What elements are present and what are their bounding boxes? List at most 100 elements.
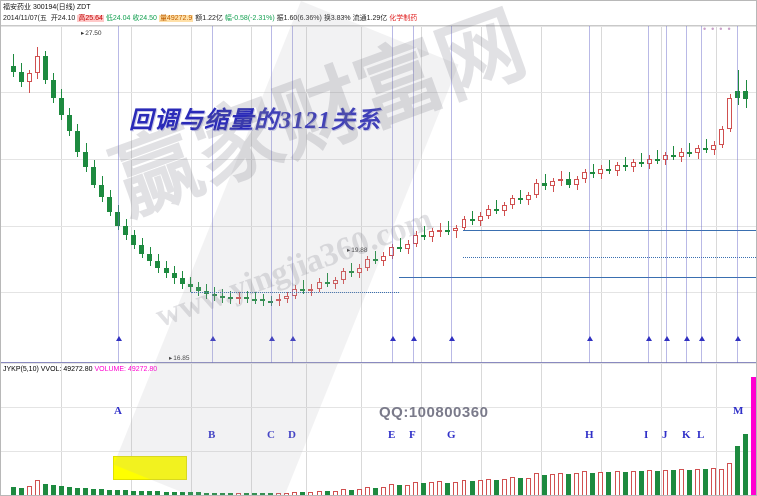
candle-wick <box>593 163 594 178</box>
marker-arrow-M <box>735 336 741 341</box>
volume-bar <box>727 462 733 495</box>
marker-label-J: J <box>662 429 668 441</box>
volume-bar <box>525 477 531 495</box>
price-gridline-v <box>251 26 252 362</box>
price-pane[interactable]: 27.50 19.88 16.85 •••• <box>1 24 756 364</box>
candle-body <box>413 234 419 244</box>
marker-vline-J <box>666 26 667 364</box>
volume-bar <box>115 489 121 495</box>
volume-bar <box>292 491 298 495</box>
support-line <box>191 292 399 293</box>
volume-bar <box>260 493 266 495</box>
candle-body <box>678 151 684 157</box>
candle-body <box>509 198 515 206</box>
candle-body <box>380 255 386 261</box>
candle-wick <box>214 287 215 301</box>
candle-body <box>171 273 177 279</box>
volume-bar <box>380 487 386 495</box>
volume-bar <box>397 485 403 495</box>
candle-wick <box>424 226 425 241</box>
price-gridline-v <box>421 26 422 362</box>
candle-body <box>525 195 531 201</box>
volume-bar <box>18 487 24 495</box>
marker-vline-B <box>212 26 213 364</box>
volume-bar <box>574 473 580 495</box>
price-label-high: 27.50 <box>81 29 101 37</box>
candle-body <box>501 205 507 211</box>
price-gridline-v <box>541 26 542 362</box>
candle-body <box>147 254 153 261</box>
volume-bar <box>469 481 475 495</box>
quote-field-7: 振1.60(6.36%) <box>276 15 322 22</box>
marker-arrow-B <box>210 336 216 341</box>
support-line <box>463 257 756 258</box>
volume-bar <box>751 377 756 495</box>
price-gridline-v <box>131 26 132 362</box>
marker-vline-H <box>589 26 590 364</box>
candle-wick <box>247 290 248 303</box>
candle-body <box>477 215 483 222</box>
candle-body <box>324 281 330 284</box>
marker-arrow-H <box>587 336 593 341</box>
price-gridline-v <box>61 26 62 362</box>
volume-bar <box>252 493 258 495</box>
candle-wick <box>375 250 376 265</box>
quote-field-8: 换3.83% <box>323 15 351 22</box>
marker-label-M: M <box>733 405 744 417</box>
candle-body <box>58 97 64 116</box>
volume-bar <box>187 492 193 495</box>
volume-pane[interactable] <box>1 363 756 495</box>
candle-body <box>340 271 346 281</box>
volume-bar <box>517 478 523 495</box>
volume-bar <box>163 491 169 495</box>
quote-field-5: 额1.22亿 <box>195 15 223 22</box>
candle-body <box>646 158 652 164</box>
marker-vline-C <box>271 26 272 364</box>
marker-arrow-F <box>411 336 417 341</box>
volume-bar <box>324 491 330 495</box>
candle-wick <box>609 160 610 175</box>
volume-gridline-v <box>251 363 252 495</box>
topright-dots: •••• <box>703 24 736 34</box>
candle-body <box>703 148 709 151</box>
volume-bar <box>99 489 105 495</box>
volume-bar <box>219 492 225 495</box>
candle-body <box>131 234 137 246</box>
candle-body <box>244 297 250 300</box>
volume-bar <box>501 478 507 495</box>
marker-label-E: E <box>388 429 396 441</box>
volume-label: VOLUME: <box>94 366 126 373</box>
volume-bar <box>743 433 749 495</box>
volume-bar <box>276 493 282 495</box>
candle-body <box>429 231 435 237</box>
volume-bar <box>590 472 596 495</box>
volume-bar <box>445 482 451 495</box>
marker-vline-M <box>737 26 738 364</box>
candle-body <box>558 179 564 182</box>
volume-bar <box>364 486 370 495</box>
marker-label-A: A <box>114 405 122 417</box>
candle-wick <box>13 54 14 77</box>
volume-bar <box>437 481 443 495</box>
candle-body <box>123 226 129 235</box>
volume-gridline-v <box>716 363 717 495</box>
candle-body <box>364 259 370 268</box>
candle-body <box>83 151 88 168</box>
candle-body <box>493 208 499 211</box>
marker-arrow-D <box>290 336 296 341</box>
candle-body <box>485 208 491 216</box>
price-gridline-v <box>481 26 482 362</box>
quote-field-0: 开24.10 <box>50 15 76 22</box>
candle-body <box>252 299 258 302</box>
candle-body <box>107 196 113 213</box>
marker-label-D: D <box>288 429 296 441</box>
candle-body <box>179 278 185 284</box>
candle-wick <box>657 149 658 164</box>
security-title: 福安药业 300194(日线) ZDT <box>3 4 91 11</box>
candle-body <box>155 261 161 268</box>
volume-bar <box>461 479 467 495</box>
candle-body <box>469 219 475 222</box>
quote-row: 2014/11/07(五 开24.10 高25.64 低24.04 收24.50 量49… <box>3 13 421 24</box>
candle-body <box>236 297 241 300</box>
candle-wick <box>327 273 328 288</box>
